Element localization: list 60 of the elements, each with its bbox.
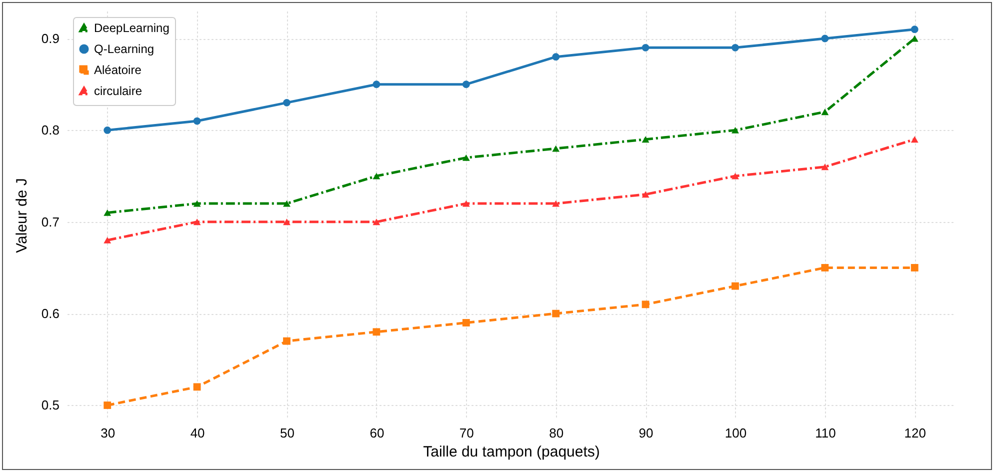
y-tick-label: 0.7 (41, 214, 60, 230)
x-tick-label: 70 (459, 426, 474, 440)
point (372, 328, 380, 336)
point (732, 282, 739, 290)
point (821, 164, 829, 170)
point (821, 108, 829, 116)
legend-label: circulaire (94, 84, 142, 98)
x-tick-label: 50 (280, 426, 294, 440)
x-tick-label: 120 (904, 426, 926, 440)
x-tick-label: 80 (549, 426, 564, 440)
point (104, 209, 112, 216)
point (732, 172, 739, 180)
point (104, 402, 112, 409)
point (732, 44, 739, 52)
point (372, 218, 380, 226)
y-tick-label: 0.8 (41, 122, 60, 138)
point (552, 145, 560, 152)
point (642, 300, 650, 308)
point (193, 117, 201, 125)
y-axis-title: Valeur de J (13, 178, 30, 253)
x-axis-title: Taille du tampon (paquets) (423, 444, 600, 460)
legend-label: Q-Learning (94, 42, 154, 56)
x-tick-label: 110 (815, 426, 836, 440)
point (642, 136, 650, 143)
point (283, 200, 290, 207)
point (372, 172, 380, 180)
point (462, 80, 470, 88)
point (732, 126, 739, 134)
x-tick-label: 40 (190, 426, 205, 440)
point (283, 98, 290, 106)
point (462, 319, 470, 326)
point (462, 200, 470, 207)
point (372, 80, 380, 88)
legend-label: DeepLearning (94, 21, 170, 35)
point (104, 126, 112, 134)
point (283, 218, 290, 226)
point (193, 200, 201, 207)
point (552, 53, 560, 61)
point (821, 34, 829, 42)
point (642, 44, 650, 52)
x-tick-label: 90 (638, 426, 654, 440)
point (910, 136, 918, 143)
point (821, 264, 829, 272)
point (283, 337, 290, 345)
point (910, 264, 918, 272)
x-tick-label: 30 (100, 426, 116, 440)
point (462, 154, 470, 161)
point (193, 218, 201, 226)
point (552, 310, 560, 318)
point (910, 26, 918, 34)
y-tick-label: 0.9 (41, 31, 60, 46)
x-tick-label: 100 (724, 426, 747, 440)
point (193, 383, 201, 391)
y-tick-label: 0.5 (41, 398, 60, 413)
x-tick-label: 60 (370, 426, 384, 440)
point (552, 200, 560, 207)
y-tick-label: 0.6 (41, 306, 60, 322)
point (104, 237, 112, 244)
legend-label: Aléatoire (94, 63, 142, 77)
point (642, 191, 650, 198)
